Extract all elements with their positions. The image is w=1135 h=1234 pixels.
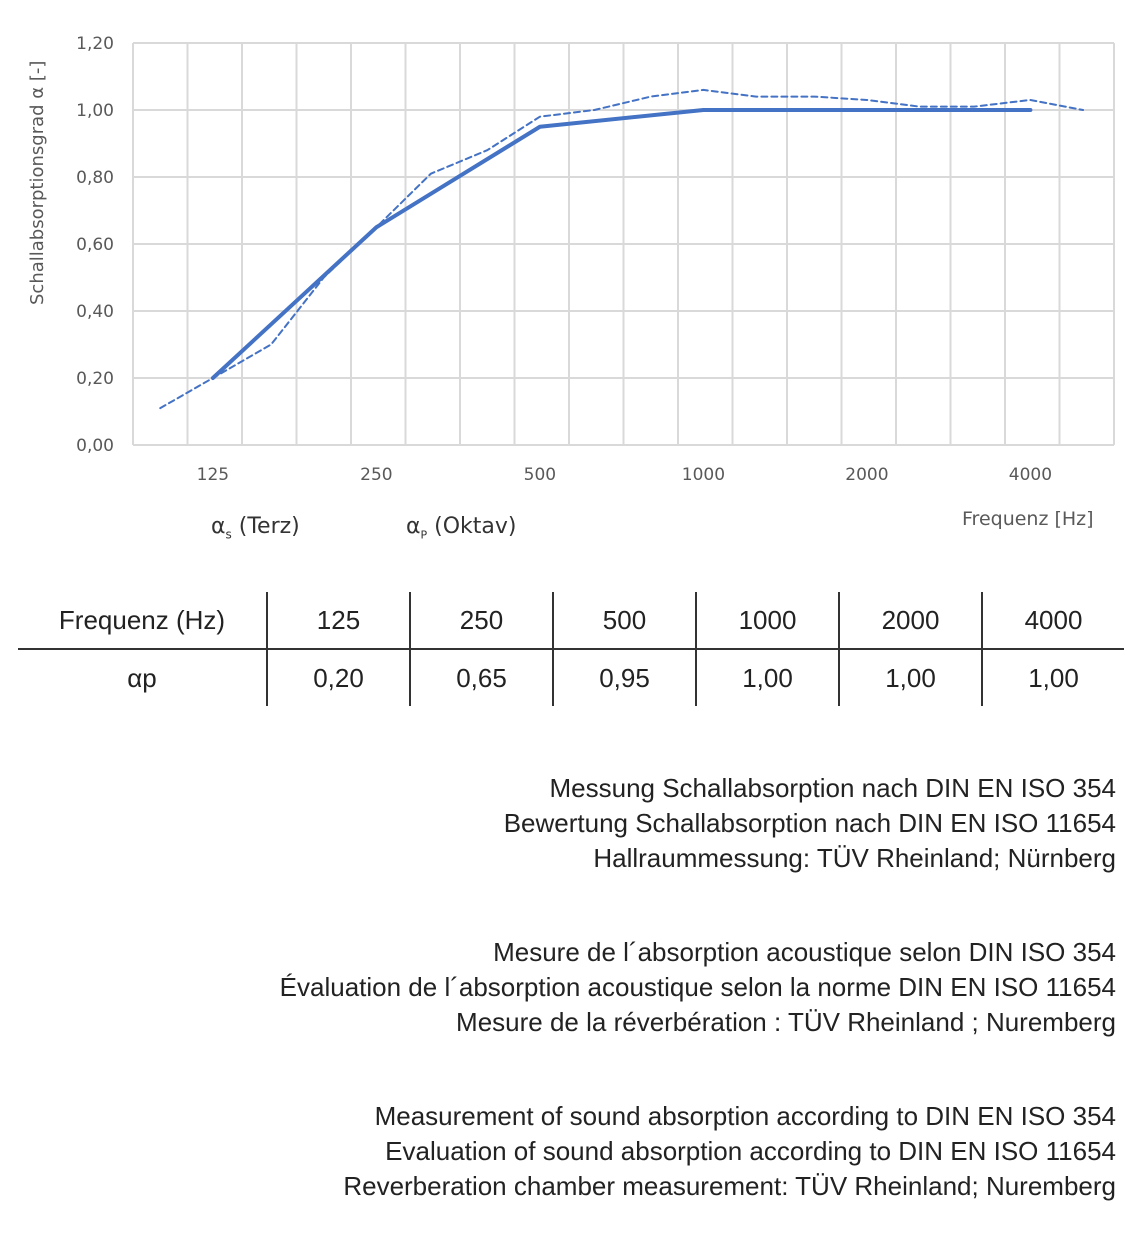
note-line: Bewertung Schallabsorption nach DIN EN I… [503,808,1116,838]
freq-cell: 500 [552,592,696,650]
y-tick-label: 0,20 [76,369,114,389]
notes-french: Mesure de l´absorption acoustique selon … [280,935,1116,1040]
header-label: Frequenz (Hz) [18,592,267,650]
value-cell: 0,20 [266,649,410,706]
note-line: Mesure de l´absorption acoustique selon … [493,937,1116,967]
freq-cell: 2000 [838,592,982,650]
notes-english: Measurement of sound absorption accordin… [343,1099,1116,1204]
value-cell: 1,00 [838,649,982,706]
absorption-chart: 0,00 0,20 0,40 0,60 0,80 1,00 1,20 125 250 500 10… [27,34,1115,485]
notes-german: Messung Schallabsorption nach DIN EN ISO… [504,771,1116,876]
legend-item-terz: αs (Terz) [211,514,300,542]
note-line: Measurement of sound absorption accordin… [374,1101,1116,1131]
value-cell: 0,95 [552,649,696,706]
x-tick-label: 250 [360,465,392,485]
table-header-row: Frequenz (Hz) 125 250 500 1000 2000 4000 [18,592,1124,650]
freq-cell: 1000 [695,592,839,650]
x-tick-label: 2000 [845,465,888,485]
x-tick-label: 1000 [682,465,725,485]
y-tick-label: 1,20 [76,34,114,54]
series-terz-line [159,88,1085,410]
x-tick-label: 4000 [1009,465,1052,485]
x-axis-label: Frequenz [Hz] [962,508,1094,530]
note-line: Mesure de la réverbération : TÜV Rheinla… [456,1007,1116,1037]
note-line: Messung Schallabsorption nach DIN EN ISO… [549,773,1116,803]
y-tick-label: 0,80 [76,168,114,188]
y-tick-label: 1,00 [76,101,114,121]
legend-item-oktav: αP (Oktav) [406,514,517,542]
value-cell: 1,00 [695,649,839,706]
x-tick-label: 125 [197,465,229,485]
freq-cell: 125 [266,592,410,650]
note-line: Evaluation of sound absorption according… [385,1136,1116,1166]
x-tick-label: 500 [524,465,556,485]
note-line: Reverberation chamber measurement: TÜV R… [343,1171,1116,1201]
value-cell: 0,65 [409,649,553,706]
x-ticks: 125 250 500 1000 2000 4000 [197,465,1052,485]
freq-cell: 4000 [981,592,1124,650]
y-ticks: 0,00 0,20 0,40 0,60 0,80 1,00 1,20 [76,34,114,456]
note-line: Évaluation de l´absorption acoustique se… [279,972,1116,1002]
freq-cell: 250 [409,592,553,650]
series [159,88,1085,410]
value-cell: 1,00 [981,649,1124,706]
y-tick-label: 0,40 [76,302,114,322]
series-oktav-line [210,108,1033,380]
y-tick-label: 0,60 [76,235,114,255]
y-axis-label: Schallabsorptionsgrad α [-] [27,61,48,305]
row-label: αp [127,662,157,693]
table-row: αp 0,20 0,65 0,95 1,00 1,00 1,00 [18,649,1124,706]
y-tick-label: 0,00 [76,436,114,456]
absorption-table: Frequenz (Hz) 125 250 500 1000 2000 4000… [18,592,1124,706]
note-line: Hallraummessung: TÜV Rheinland; Nürnberg [593,843,1116,873]
